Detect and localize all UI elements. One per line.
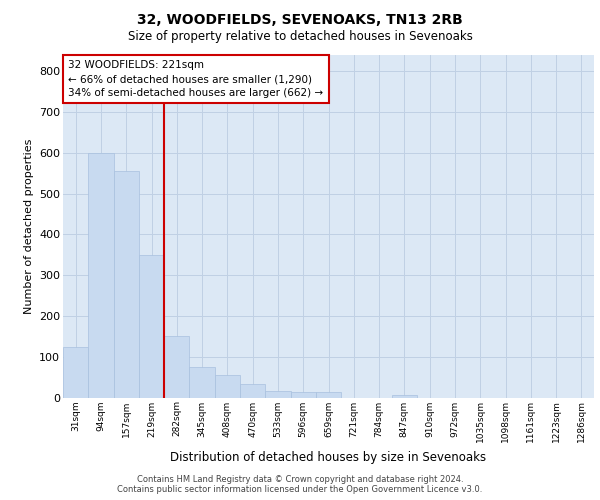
Bar: [113, 171, 139, 398]
Text: Contains HM Land Registry data © Crown copyright and database right 2024.: Contains HM Land Registry data © Crown c…: [137, 475, 463, 484]
Bar: [240, 384, 265, 398]
Bar: [316, 392, 341, 398]
Bar: [290, 392, 316, 398]
Bar: [215, 375, 240, 398]
Bar: [139, 255, 164, 398]
Bar: [63, 346, 88, 398]
Bar: [88, 153, 113, 398]
Y-axis label: Number of detached properties: Number of detached properties: [23, 138, 34, 314]
X-axis label: Distribution of detached houses by size in Sevenoaks: Distribution of detached houses by size …: [170, 450, 487, 464]
Bar: [164, 336, 190, 398]
Text: Contains public sector information licensed under the Open Government Licence v3: Contains public sector information licen…: [118, 485, 482, 494]
Text: 32 WOODFIELDS: 221sqm
← 66% of detached houses are smaller (1,290)
34% of semi-d: 32 WOODFIELDS: 221sqm ← 66% of detached …: [68, 60, 323, 98]
Bar: [392, 394, 417, 398]
Bar: [190, 367, 215, 398]
Text: Size of property relative to detached houses in Sevenoaks: Size of property relative to detached ho…: [128, 30, 472, 43]
Text: 32, WOODFIELDS, SEVENOAKS, TN13 2RB: 32, WOODFIELDS, SEVENOAKS, TN13 2RB: [137, 12, 463, 26]
Bar: [265, 392, 290, 398]
